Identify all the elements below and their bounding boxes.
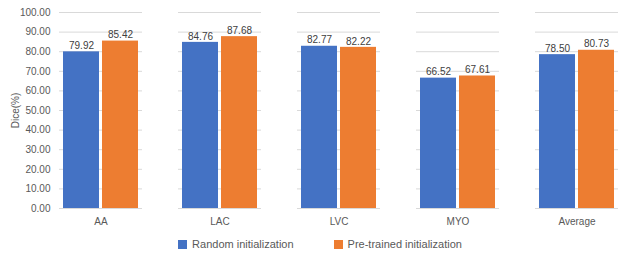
svg-text:84.76: 84.76: [188, 31, 213, 42]
svg-text:80.00: 80.00: [25, 46, 50, 57]
svg-text:50.00: 50.00: [25, 105, 50, 116]
svg-text:78.50: 78.50: [545, 43, 570, 54]
svg-text:Dice(%): Dice(%): [10, 93, 21, 129]
svg-text:0.00: 0.00: [31, 203, 51, 214]
svg-text:MYO: MYO: [447, 216, 470, 227]
svg-text:100.00: 100.00: [20, 7, 51, 18]
svg-text:20.00: 20.00: [25, 164, 50, 175]
svg-text:60.00: 60.00: [25, 85, 50, 96]
svg-text:66.52: 66.52: [426, 66, 451, 77]
svg-text:LVC: LVC: [330, 216, 349, 227]
svg-text:87.68: 87.68: [227, 25, 252, 36]
svg-text:85.42: 85.42: [108, 29, 133, 40]
html-text:Pre-trained initialization: Pre-trained initialization: [347, 238, 462, 250]
svg-text:80.73: 80.73: [584, 38, 609, 49]
html-text:Random initialization: Random initialization: [192, 238, 294, 250]
svg-text:90.00: 90.00: [25, 26, 50, 37]
svg-text:40.00: 40.00: [25, 124, 50, 135]
svg-text:79.92: 79.92: [69, 40, 94, 51]
svg-text:82.22: 82.22: [346, 36, 371, 47]
svg-text:70.00: 70.00: [25, 66, 50, 77]
svg-text:AA: AA: [94, 216, 108, 227]
svg-text:30.00: 30.00: [25, 144, 50, 155]
svg-text:67.61: 67.61: [465, 64, 490, 75]
svg-text:LAC: LAC: [210, 216, 229, 227]
svg-text:Average: Average: [558, 216, 596, 227]
svg-text:10.00: 10.00: [25, 183, 50, 194]
svg-text:82.77: 82.77: [307, 34, 332, 45]
